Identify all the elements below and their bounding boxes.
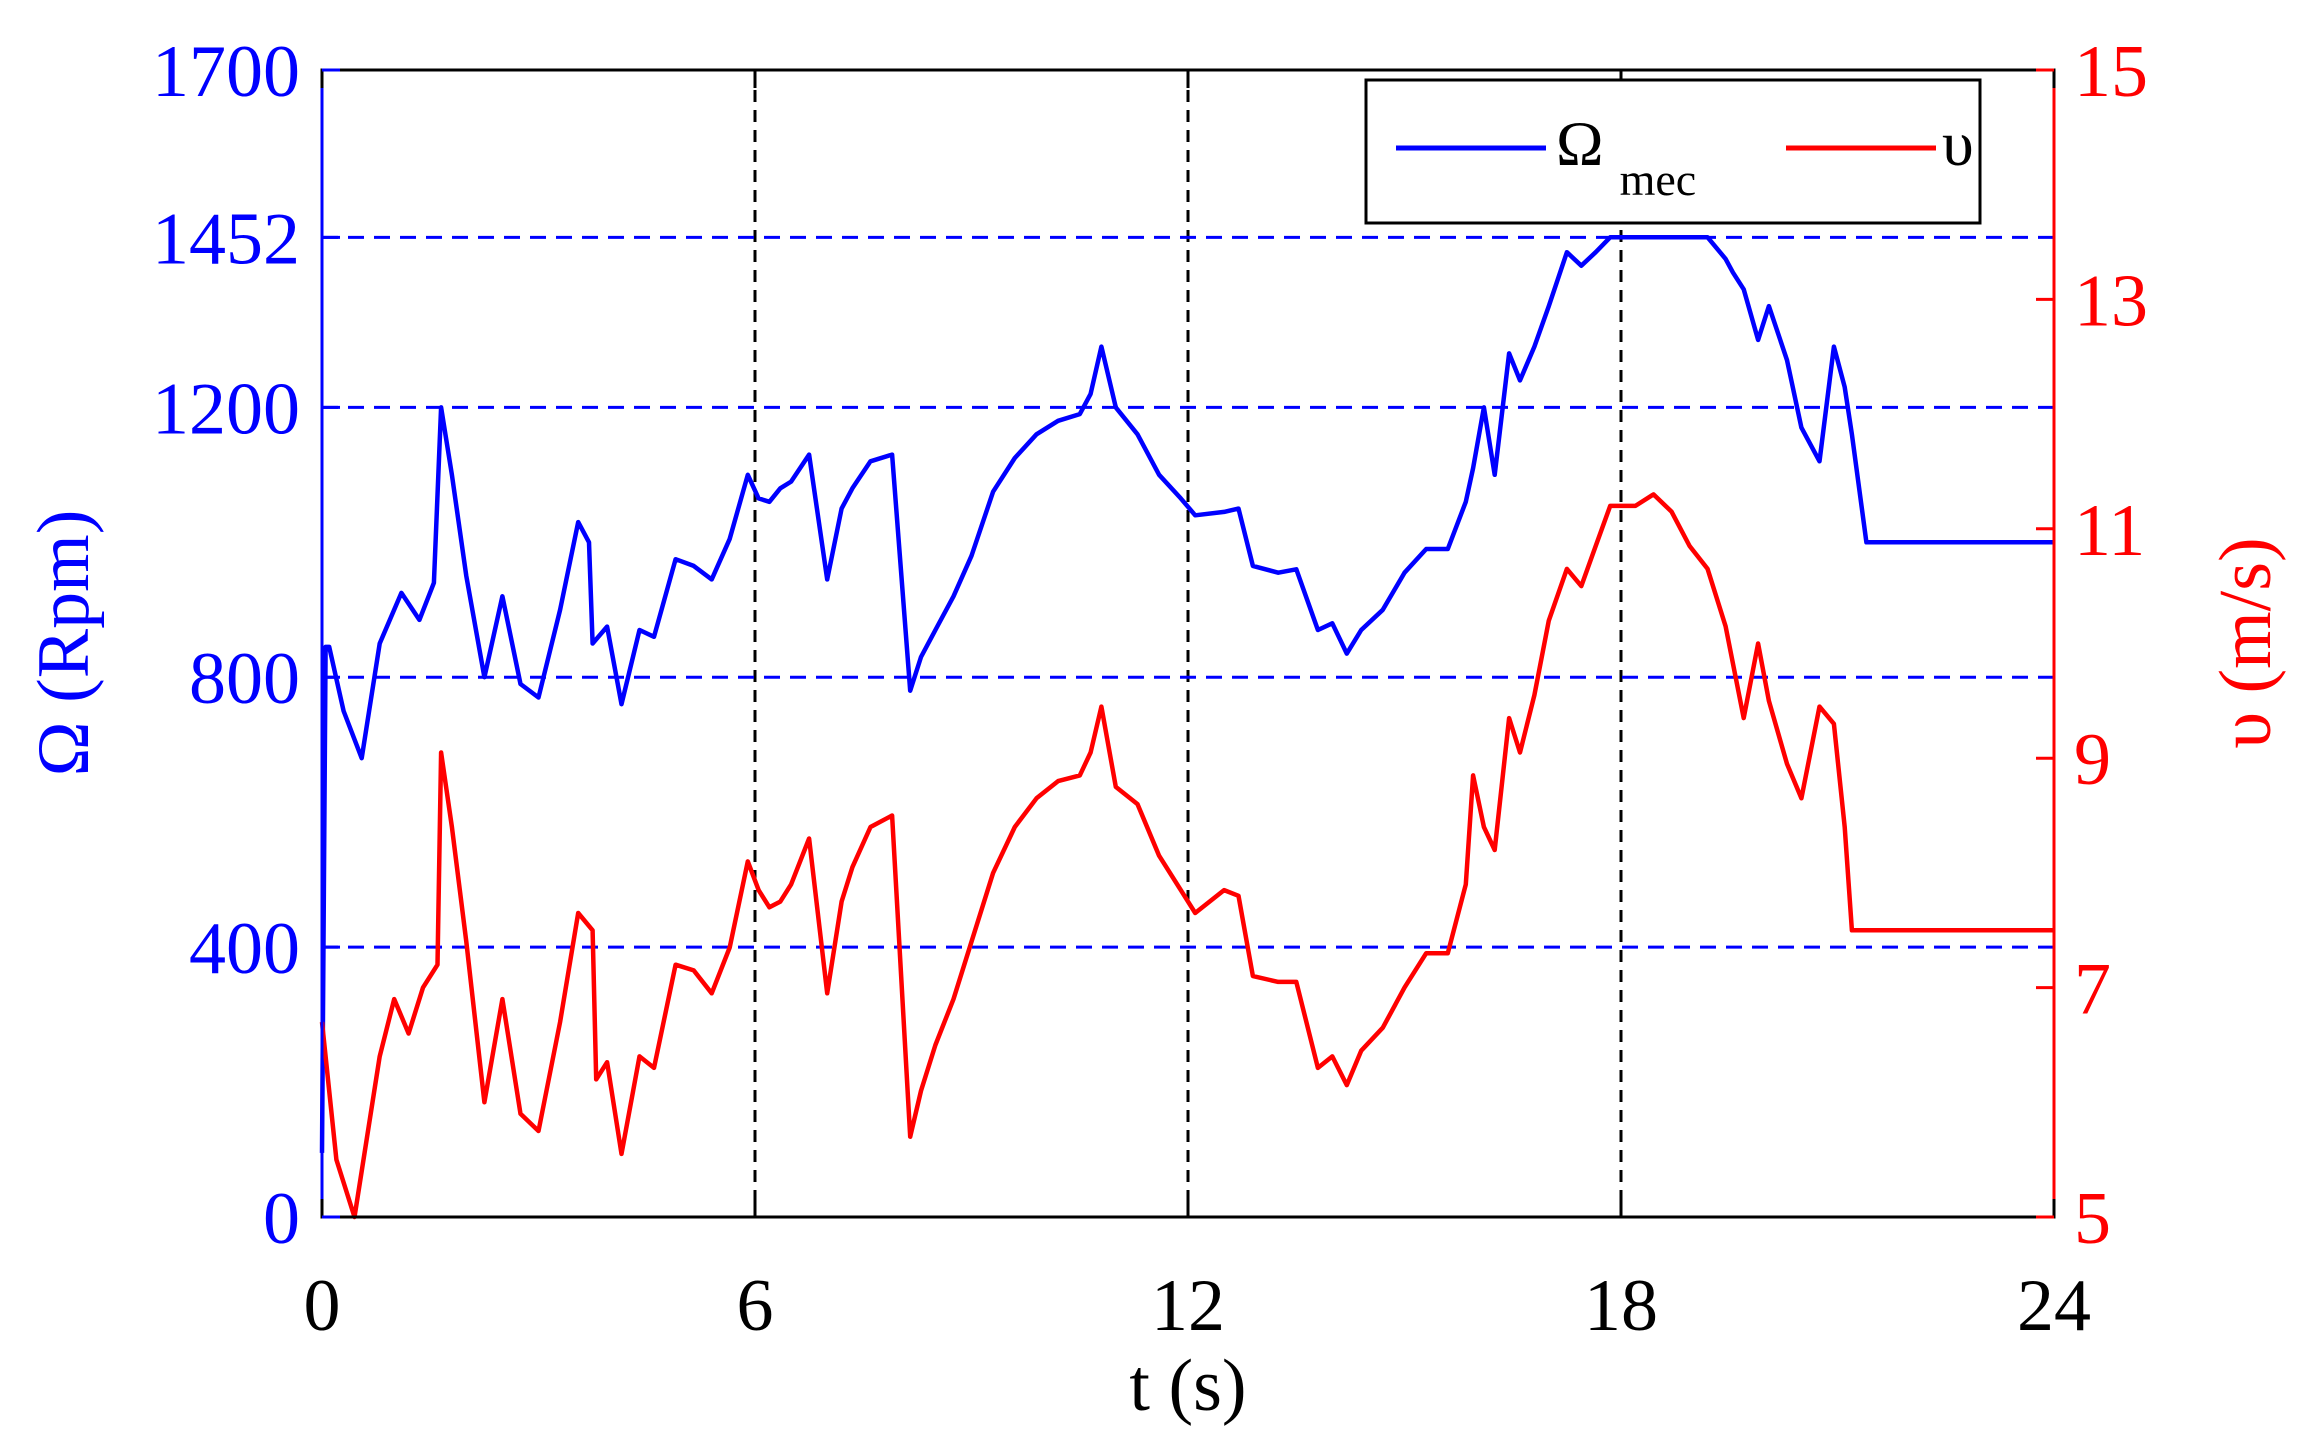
left-y-tick-label-1700: 1700: [152, 31, 300, 113]
grid-layer: [322, 70, 2054, 1217]
series-line-omega: [319, 235, 2054, 1153]
series-line-v: [319, 492, 2054, 1220]
right-y-tick-label-11: 11: [2074, 490, 2145, 572]
legend-box: [1364, 78, 1982, 225]
x-axis-label: t (s): [1129, 1345, 1246, 1427]
x-tick-label-6: 6: [737, 1265, 774, 1347]
x-tick-label-12: 12: [1151, 1265, 1225, 1347]
right-y-axis-label: υ (m/s): [2205, 537, 2287, 748]
plot-frame: [320, 68, 2056, 1219]
legend-label-omega: Ω mec: [1556, 108, 1696, 205]
x-tick-label-18: 18: [1584, 1265, 1658, 1347]
left-y-tick-label-1452: 1452: [152, 198, 300, 280]
right-y-tick-label-15: 15: [2074, 31, 2148, 113]
left-y-tick-label-800: 800: [189, 638, 300, 720]
legend-label-omega-main: Ω: [1556, 108, 1604, 179]
right-y-tick-label-7: 7: [2074, 949, 2111, 1031]
x-tick-label-0: 0: [304, 1265, 341, 1347]
left-y-tick-label-400: 400: [189, 908, 300, 990]
series-layer: [319, 235, 2054, 1220]
legend-label-v: υ: [1942, 108, 1974, 179]
right-y-tick-label-13: 13: [2074, 260, 2148, 342]
legend: Ω mec υ: [1364, 78, 1982, 225]
legend-label-omega-subscript: mec: [1620, 154, 1697, 205]
tick-layer: 0 6 12 18 24 0 400 800 1200 1452 1700 5 7 9 11 13 15: [152, 31, 2148, 1347]
left-y-axis-label: Ω (Rpm): [23, 510, 105, 777]
right-y-tick-label-9: 9: [2074, 719, 2111, 801]
x-tick-label-24: 24: [2017, 1265, 2091, 1347]
left-y-tick-label-1200: 1200: [152, 368, 300, 450]
left-y-tick-label-0: 0: [263, 1178, 300, 1260]
right-y-tick-label-5: 5: [2074, 1178, 2111, 1260]
